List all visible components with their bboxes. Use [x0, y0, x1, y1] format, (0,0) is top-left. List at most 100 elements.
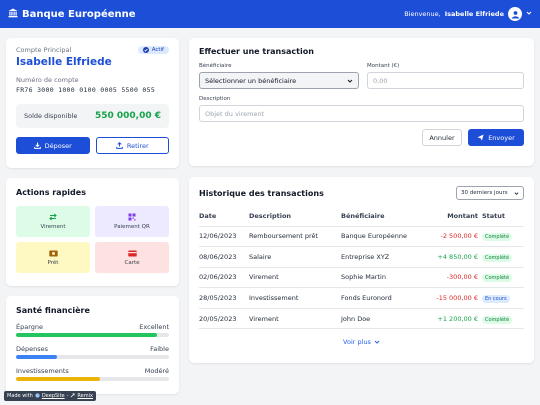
welcome-text: Bienvenue,: [404, 10, 441, 18]
account-number-label: Numéro de compte: [16, 76, 79, 84]
top-nav-bar: Banque Européenne Bienvenue, Isabelle El…: [0, 0, 540, 28]
user-icon: [511, 10, 519, 19]
transfer-arrows-icon: [49, 213, 57, 221]
table-row[interactable]: 20/05/2023 Virement John Doe +1 200,00 € Com…: [199, 308, 524, 330]
chevron-down-icon[interactable]: [526, 10, 532, 18]
col-description[interactable]: Description: [249, 206, 341, 227]
chevron-down-icon: [347, 79, 353, 83]
amount-input[interactable]: 0,00: [367, 72, 524, 89]
progress-fill: [16, 355, 58, 359]
cell-beneficiary: Entreprise XYZ: [341, 246, 416, 268]
cell-status: Complété: [482, 308, 524, 330]
money-bill-icon: [48, 250, 58, 256]
cell-status: Complété: [482, 226, 524, 248]
quick-action-loan[interactable]: Prêt: [16, 242, 90, 273]
bank-building-icon: [8, 8, 18, 21]
quick-action-card[interactable]: Carte: [95, 242, 169, 273]
deepsite-link[interactable]: DeepSite: [41, 393, 65, 399]
cell-description: Remboursement prêt: [249, 226, 341, 248]
chevron-down-icon: [374, 341, 380, 345]
account-type-label: Compte Principal: [16, 46, 72, 54]
withdraw-button[interactable]: Retirer: [95, 137, 169, 154]
see-more-link[interactable]: Voir plus: [199, 338, 524, 346]
deposit-button[interactable]: Déposer: [16, 137, 90, 154]
cell-date: 20/05/2023: [199, 308, 249, 330]
col-date[interactable]: Date: [199, 206, 249, 227]
col-status[interactable]: Statut: [482, 206, 524, 227]
cell-beneficiary: Sophie Martin: [341, 267, 416, 289]
cell-beneficiary: Banque Européenne: [341, 226, 416, 248]
status-badge: Complété: [482, 253, 513, 262]
cell-description: Investissement: [249, 287, 341, 309]
chevron-down-icon: [514, 191, 519, 195]
remix-icon: [70, 393, 75, 400]
transaction-form-title: Effectuer une transaction: [199, 47, 314, 56]
transaction-history-card: Historique des transactions 30 derniers …: [189, 177, 534, 363]
balance-box: Solde disponible 550 000,00 €: [16, 104, 169, 128]
account-holder-name: Isabelle Elfriede: [16, 56, 112, 68]
cancel-button[interactable]: Annuler: [422, 129, 462, 146]
table-row[interactable]: 12/06/2023 Remboursement prêt Banque Europ…: [199, 226, 524, 248]
balance-value: 550 000,00 €: [94, 111, 161, 121]
progress-bar: [16, 355, 169, 359]
cell-amount: -300,00 €: [416, 267, 482, 289]
quick-actions-title: Actions rapides: [16, 188, 86, 197]
progress-fill: [16, 377, 101, 381]
brand[interactable]: Banque Européenne: [8, 8, 136, 21]
download-icon: [33, 142, 41, 149]
account-number: FR76 3000 1000 0100 0005 5500 055: [16, 86, 156, 94]
cell-status: Complété: [482, 246, 524, 268]
cell-status: Complété: [482, 267, 524, 289]
health-row-savings: Épargne Excellent: [16, 323, 169, 337]
quick-action-qr[interactable]: Paiement QR: [95, 206, 169, 237]
cell-date: 12/06/2023: [199, 226, 249, 248]
status-badge: Complété: [482, 315, 513, 324]
amount-label: Montant (€): [367, 63, 400, 69]
table-row[interactable]: 28/05/2023 Investissement Fonds Euronord -1…: [199, 287, 524, 309]
financial-health-title: Santé financière: [16, 306, 90, 315]
cell-date: 28/05/2023: [199, 287, 249, 309]
status-badge: En cours: [482, 295, 510, 304]
col-amount[interactable]: Montant: [416, 206, 482, 227]
cell-beneficiary: John Doe: [341, 308, 416, 330]
progress-bar: [16, 377, 169, 381]
made-with-badge[interactable]: Made with DeepSite - Remix: [4, 391, 96, 401]
beneficiary-select[interactable]: Sélectionner un bénéficiaire: [199, 72, 359, 89]
health-row-investments: Investissements Modéré: [16, 367, 169, 381]
credit-card-icon: [127, 250, 137, 256]
remix-link[interactable]: Remix: [77, 393, 93, 399]
status-badge: Complété: [482, 274, 513, 283]
cell-status: En cours: [482, 287, 524, 309]
table-row[interactable]: 08/06/2023 Salaire Entreprise XYZ +4 850,00…: [199, 246, 524, 268]
paper-plane-icon: [477, 134, 484, 141]
period-select[interactable]: 30 derniers jours: [456, 186, 524, 200]
deepsite-logo-icon: [35, 392, 40, 400]
financial-health-card: Santé financière Épargne Excellent Dépens…: [6, 296, 179, 394]
status-badge: Complété: [482, 233, 513, 242]
cell-beneficiary: Fonds Euronord: [341, 287, 416, 309]
cell-amount: -15 000,00 €: [416, 287, 482, 309]
status-badge: Actif: [137, 46, 169, 54]
cell-amount: -2 500,00 €: [416, 226, 482, 248]
cell-date: 08/06/2023: [199, 246, 249, 268]
progress-bar: [16, 333, 169, 337]
progress-fill: [16, 333, 157, 337]
transaction-form-card: Effectuer une transaction Bénéficiaire S…: [189, 38, 534, 166]
user-avatar-button[interactable]: [508, 7, 522, 21]
table-row[interactable]: 02/06/2023 Virement Sophie Martin -300,00 €…: [199, 267, 524, 289]
description-input[interactable]: Objet du virement: [199, 105, 524, 122]
quick-action-virement[interactable]: Virement: [16, 206, 90, 237]
cell-amount: +4 850,00 €: [416, 246, 482, 268]
cell-date: 02/06/2023: [199, 267, 249, 289]
cell-description: Salaire: [249, 246, 341, 268]
send-button[interactable]: Envoyer: [468, 129, 524, 146]
history-title: Historique des transactions: [199, 188, 324, 198]
col-beneficiary[interactable]: Bénéficiaire: [341, 206, 416, 227]
history-table: Date Description Bénéficiaire Montant St…: [199, 206, 524, 330]
check-circle-icon: [142, 47, 149, 53]
description-label: Description: [199, 96, 231, 102]
cell-description: Virement: [249, 267, 341, 289]
app-name: Banque Européenne: [22, 8, 136, 20]
user-name: Isabelle Elfriede: [444, 10, 504, 18]
upload-icon: [116, 142, 123, 149]
